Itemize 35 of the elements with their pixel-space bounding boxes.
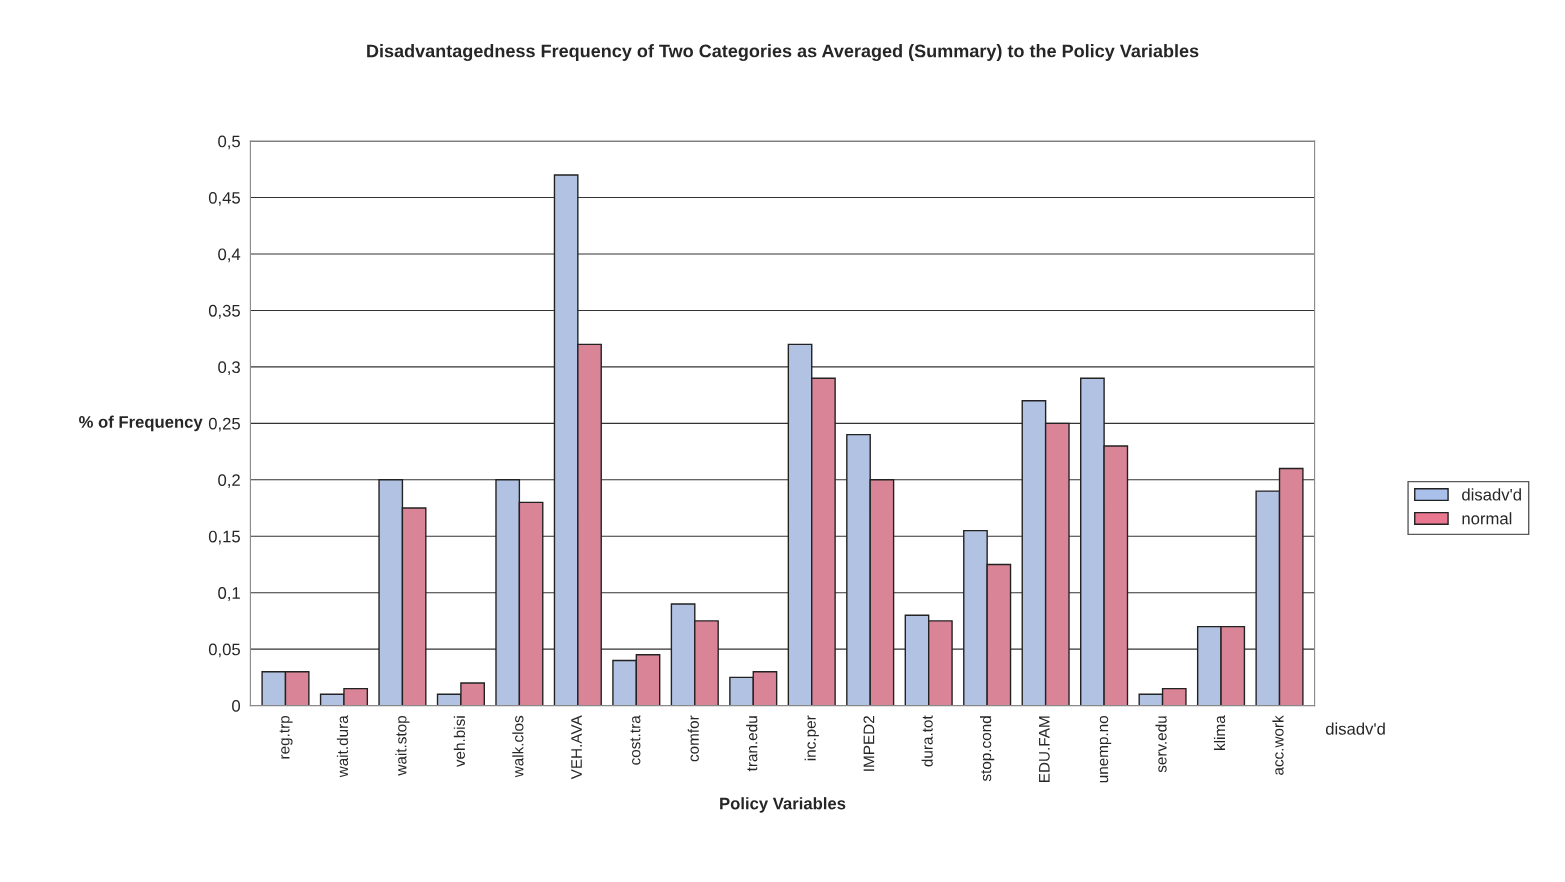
y-tick-label: 0 bbox=[232, 700, 241, 712]
y-tick-label: 0,3 bbox=[218, 361, 240, 376]
x-tick-label: tran.edu bbox=[746, 716, 758, 772]
legend-label: normal bbox=[1462, 512, 1512, 525]
x-tick-label: reg.trp bbox=[279, 715, 293, 759]
x-tick-label: wait.stop bbox=[395, 715, 410, 776]
y-tick-label: 0,4 bbox=[218, 248, 241, 263]
chart-title: Disadvantagedness Frequency of Two Categories as Averaged (Summary) to the Policy Variables bbox=[367, 44, 1199, 62]
x-tick-label: inc.per bbox=[804, 715, 819, 761]
x-tick-label: acc.work bbox=[1272, 715, 1284, 775]
x-tick-label: serv.edu bbox=[1155, 716, 1167, 773]
x-tick-label: dura.tot bbox=[921, 715, 933, 767]
x-tick-label: IMPED2 bbox=[863, 716, 875, 771]
y-tick-label: 0,5 bbox=[218, 135, 240, 150]
y-tick-label: 0,15 bbox=[208, 530, 240, 545]
text: disadv'd bbox=[1325, 722, 1385, 735]
x-tick-label: stop.cond bbox=[980, 716, 995, 782]
x-tick-label: wait.dura bbox=[336, 715, 349, 778]
y-tick-label: 0,45 bbox=[208, 191, 240, 206]
x-tick-label: cost.tra bbox=[630, 715, 641, 765]
x-tick-label: comfor bbox=[687, 715, 699, 762]
x-tick-label: unemp.no bbox=[1099, 715, 1112, 783]
y-tick-label: 0,05 bbox=[208, 643, 240, 658]
x-tick-label: VEH.AVA bbox=[571, 715, 582, 780]
x-tick-label: walk.clos bbox=[512, 715, 524, 778]
x-tick-label: veh.bisi bbox=[453, 716, 465, 768]
y-tick-label: 0,35 bbox=[208, 304, 240, 319]
x-tick-label: klima bbox=[1213, 715, 1226, 750]
x-axis-title: Policy Variables bbox=[720, 797, 846, 813]
legend-label: disadv'd bbox=[1462, 488, 1521, 501]
y-tick-label: 0,1 bbox=[218, 587, 240, 601]
y-tick-label: 0,25 bbox=[208, 417, 240, 432]
y-axis-title: % of Frequency bbox=[79, 415, 203, 432]
y-tick-label: 0,2 bbox=[218, 474, 240, 488]
x-tick-label: EDU.FAM bbox=[1039, 716, 1050, 782]
